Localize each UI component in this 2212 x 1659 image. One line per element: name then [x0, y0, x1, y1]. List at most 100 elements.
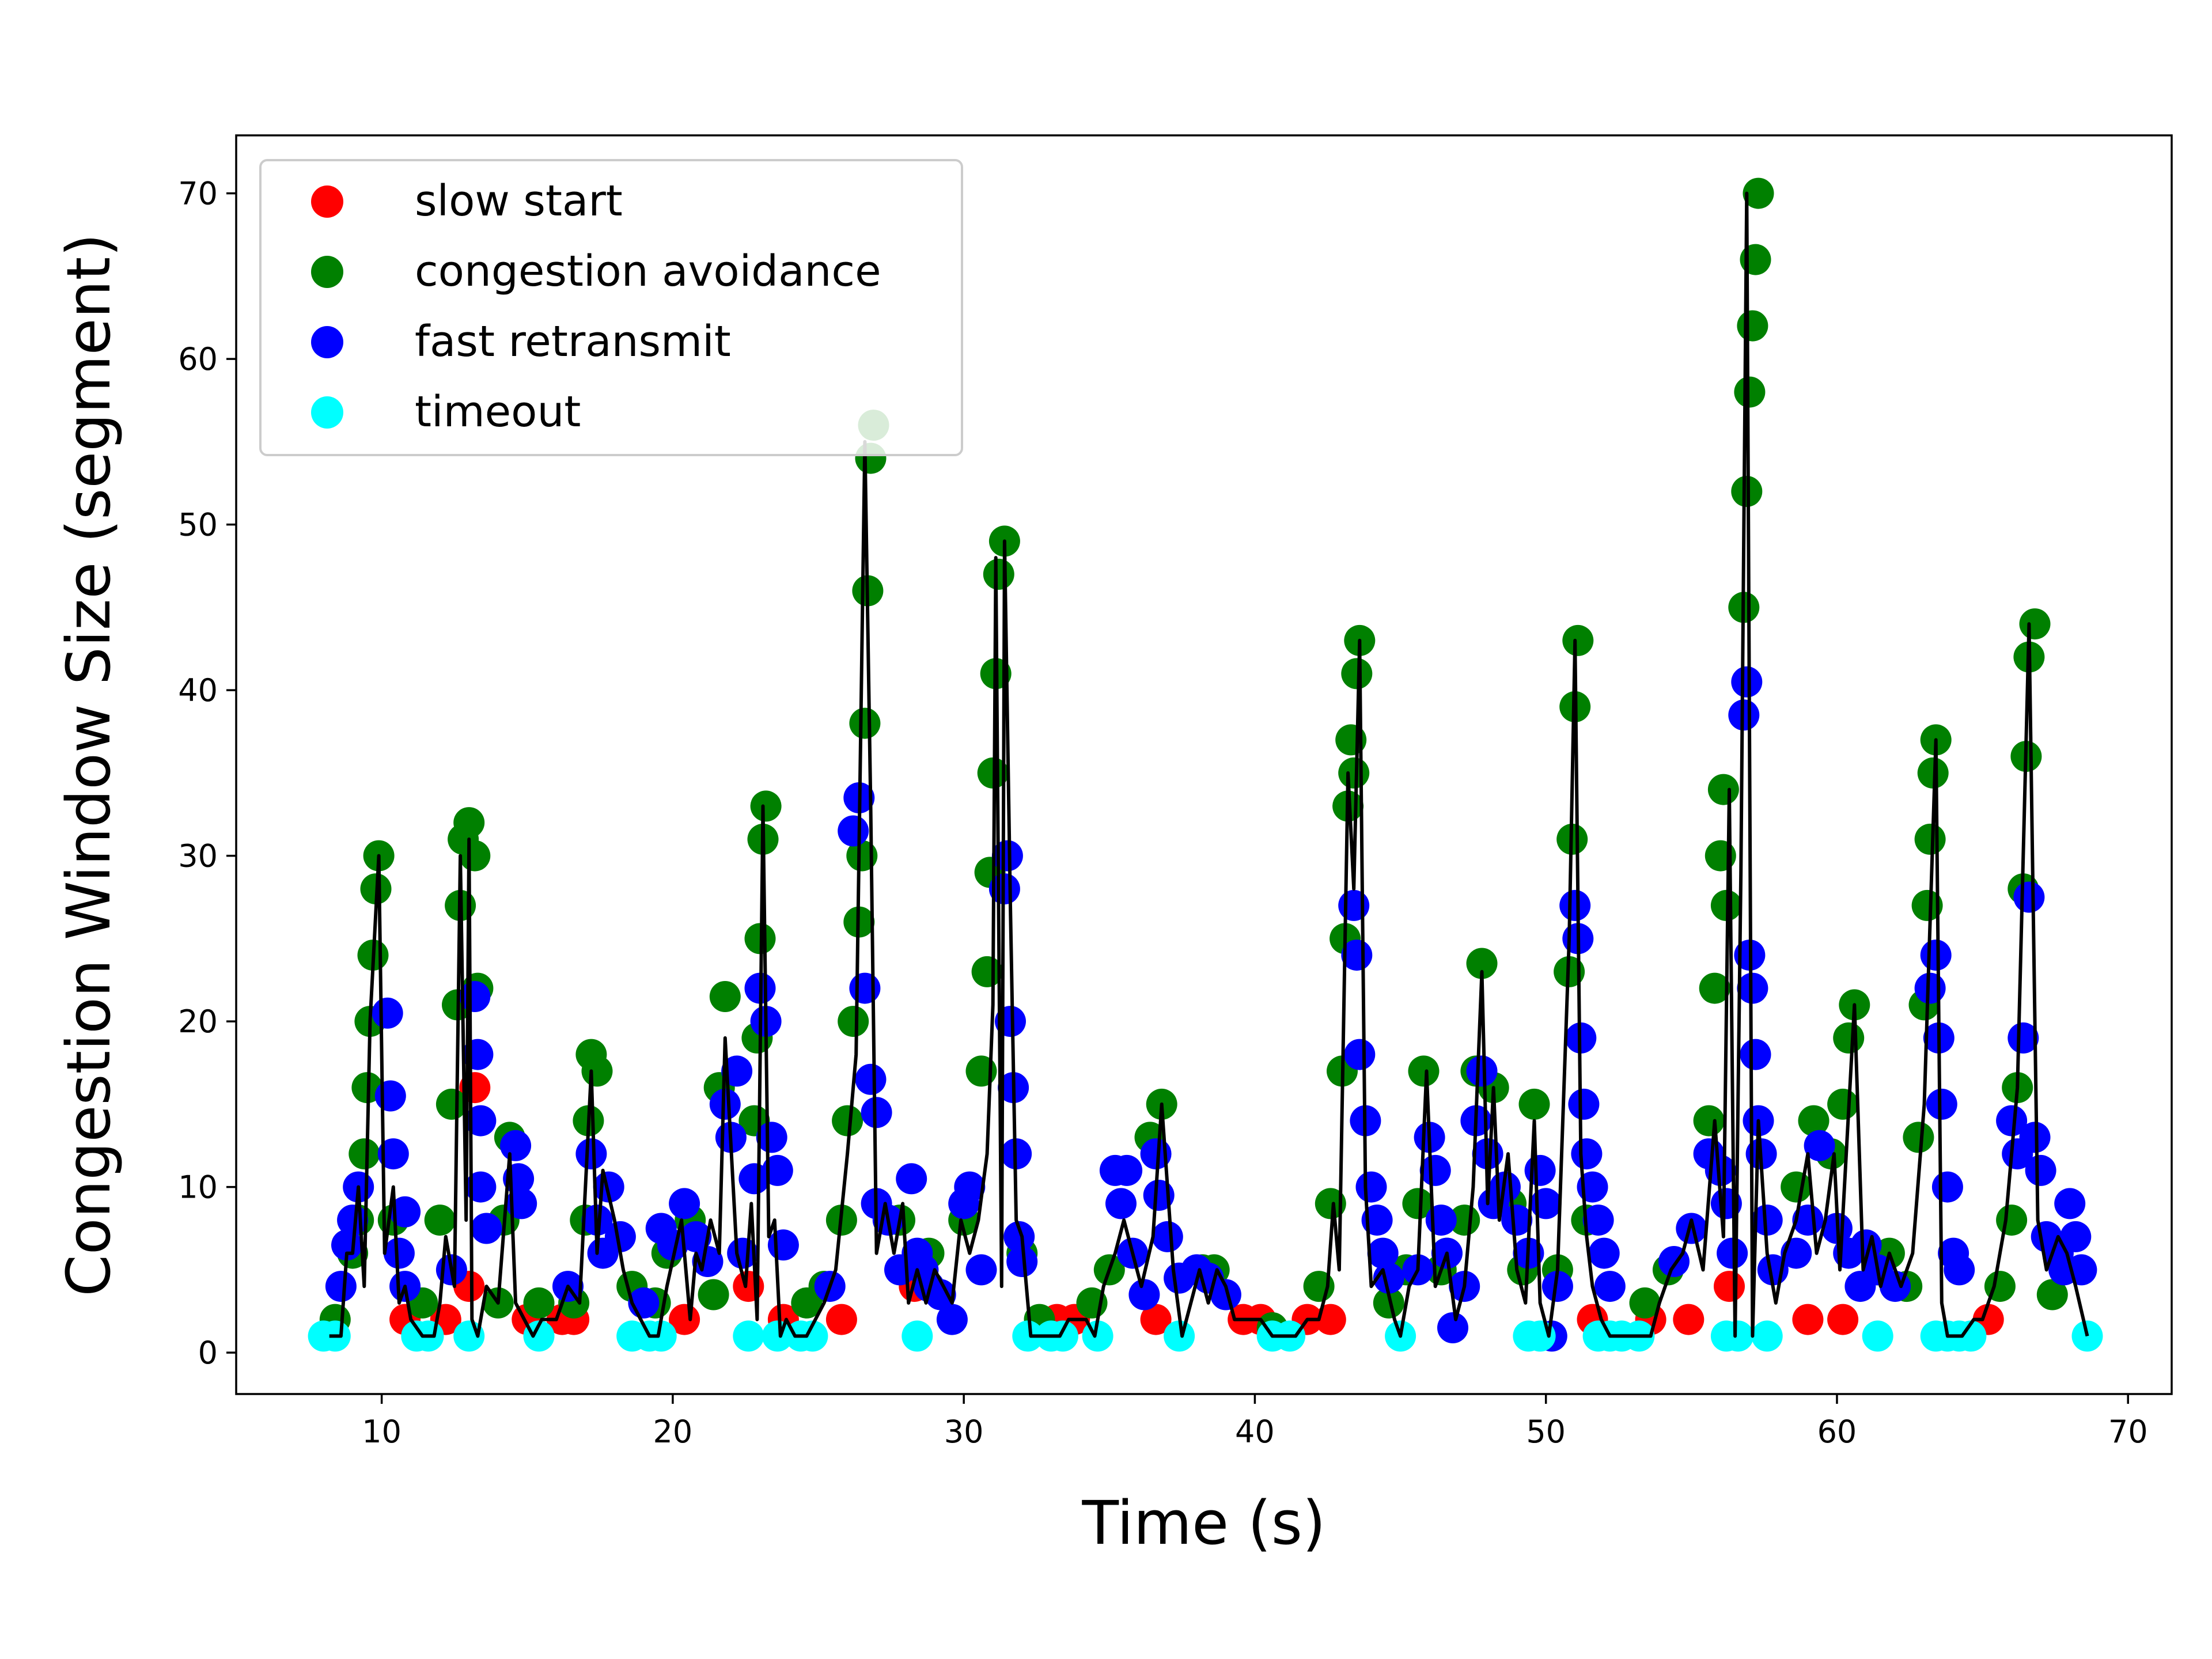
point-timeout	[1047, 1320, 1078, 1352]
x-tick-label: 30	[944, 1414, 984, 1450]
legend-marker	[311, 185, 343, 218]
point-fast-retransmit	[1344, 1039, 1376, 1070]
point-congestion-avoidance	[1911, 889, 1943, 921]
y-axis: 0 10 20 30 40 50 60 70	[178, 176, 236, 1371]
point-congestion-avoidance	[1903, 1122, 1934, 1153]
y-tick-label: 50	[178, 507, 218, 543]
point-fast-retransmit	[1920, 940, 1952, 971]
legend-label: timeout	[415, 387, 581, 437]
point-fast-retransmit	[377, 1138, 409, 1170]
plot-frame	[235, 134, 2173, 1395]
point-fast-retransmit	[500, 1130, 532, 1161]
point-fast-retransmit	[954, 1171, 986, 1203]
point-timeout	[1012, 1320, 1044, 1352]
point-congestion-avoidance	[453, 807, 485, 839]
x-tick-label: 20	[653, 1414, 693, 1450]
x-tick-label: 10	[362, 1414, 402, 1450]
point-fast-retransmit	[1996, 1105, 2028, 1137]
point-fast-retransmit	[1737, 972, 1768, 1004]
point-fast-retransmit	[1128, 1279, 1160, 1310]
point-congestion-avoidance	[1914, 823, 1946, 855]
point-congestion-avoidance	[1707, 774, 1739, 805]
point-slow-start	[825, 1304, 857, 1335]
point-congestion-avoidance	[1743, 177, 1774, 209]
point-fast-retransmit	[709, 1088, 741, 1120]
point-fast-retransmit	[855, 1063, 887, 1095]
point-congestion-avoidance	[750, 790, 782, 822]
point-fast-retransmit	[604, 1221, 636, 1252]
point-congestion-avoidance	[1693, 1105, 1725, 1137]
point-timeout	[1955, 1320, 1987, 1352]
point-fast-retransmit	[849, 972, 881, 1004]
y-tick-label: 10	[178, 1169, 218, 1206]
point-slow-start	[1792, 1304, 1824, 1335]
point-fast-retransmit	[337, 1205, 369, 1236]
point-congestion-avoidance	[1408, 1055, 1440, 1087]
point-fast-retransmit	[936, 1304, 968, 1335]
point-fast-retransmit	[1419, 1154, 1451, 1186]
point-fast-retransmit	[1367, 1237, 1399, 1269]
point-fast-retransmit	[1804, 1130, 1835, 1161]
point-fast-retransmit	[389, 1196, 421, 1228]
point-congestion-avoidance	[849, 707, 881, 739]
point-fast-retransmit	[2013, 881, 2045, 913]
point-fast-retransmit	[1111, 1154, 1143, 1186]
point-timeout	[645, 1320, 677, 1352]
x-tick-label: 70	[2108, 1414, 2148, 1450]
point-fast-retransmit	[2054, 1188, 2086, 1219]
y-tick-label: 20	[178, 1003, 218, 1040]
point-fast-retransmit	[1466, 1055, 1498, 1087]
point-timeout	[1751, 1320, 1783, 1352]
point-fast-retransmit	[680, 1221, 712, 1252]
congestion-window-trace	[329, 191, 2089, 1338]
point-congestion-avoidance	[349, 1138, 380, 1170]
point-fast-retransmit	[1105, 1188, 1137, 1219]
point-congestion-avoidance	[1402, 1188, 1434, 1219]
point-congestion-avoidance	[1734, 376, 1766, 408]
x-tick-label: 40	[1235, 1414, 1275, 1450]
point-fast-retransmit	[1524, 1154, 1556, 1186]
point-fast-retransmit	[1588, 1237, 1620, 1269]
point-congestion-avoidance	[1373, 1287, 1404, 1319]
point-fast-retransmit	[1338, 889, 1370, 921]
legend-box	[259, 159, 963, 456]
point-fast-retransmit	[1731, 666, 1763, 698]
point-timeout	[762, 1320, 793, 1352]
legend-label: slow start	[415, 176, 623, 226]
x-tick-label: 60	[1817, 1414, 1857, 1450]
point-fast-retransmit	[1571, 1138, 1603, 1170]
point-fast-retransmit	[1003, 1221, 1035, 1252]
point-congestion-avoidance	[1341, 658, 1373, 690]
y-tick-label: 60	[178, 341, 218, 377]
point-fast-retransmit	[925, 1279, 956, 1310]
point-fast-retransmit	[1931, 1171, 1963, 1203]
point-congestion-avoidance	[435, 1088, 467, 1120]
point-congestion-avoidance	[698, 1279, 729, 1310]
point-congestion-avoidance	[832, 1105, 863, 1137]
legend-entry-slow-start: slow start	[311, 176, 623, 226]
point-fast-retransmit	[1568, 1088, 1600, 1120]
point-congestion-avoidance	[983, 558, 1014, 590]
point-fast-retransmit	[965, 1254, 997, 1286]
point-fast-retransmit	[1210, 1279, 1241, 1310]
point-fast-retransmit	[325, 1271, 357, 1302]
point-congestion-avoidance	[523, 1287, 555, 1319]
legend-marker	[311, 256, 343, 288]
x-tick-label: 50	[1526, 1414, 1566, 1450]
point-congestion-avoidance	[1562, 624, 1594, 656]
point-fast-retransmit	[762, 1154, 793, 1186]
point-fast-retransmit	[2025, 1154, 2056, 1186]
y-axis-title: Congestion Window Size (segment)	[54, 233, 124, 1297]
point-congestion-avoidance	[581, 1055, 613, 1087]
point-fast-retransmit	[383, 1237, 415, 1269]
x-axis: 10 20 30 40 50 60 70	[362, 1394, 2148, 1450]
point-fast-retransmit	[2008, 1022, 2039, 1054]
point-congestion-avoidance	[1338, 757, 1370, 789]
point-congestion-avoidance	[838, 1006, 869, 1037]
y-tick-label: 0	[198, 1335, 218, 1371]
point-timeout	[797, 1320, 828, 1352]
point-congestion-avoidance	[1629, 1287, 1661, 1319]
point-congestion-avoidance	[1833, 1022, 1865, 1054]
point-fast-retransmit	[767, 1229, 799, 1261]
point-congestion-avoidance	[709, 981, 741, 1012]
